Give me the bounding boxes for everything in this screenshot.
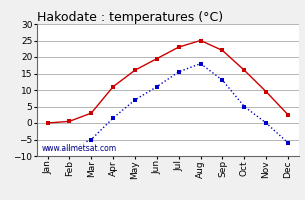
- Text: Hakodate : temperatures (°C): Hakodate : temperatures (°C): [37, 11, 223, 24]
- Text: www.allmetsat.com: www.allmetsat.com: [42, 144, 117, 153]
